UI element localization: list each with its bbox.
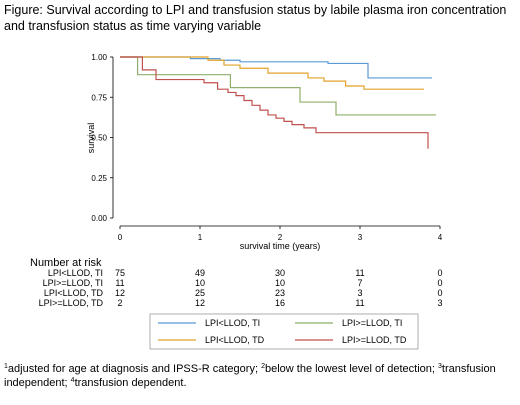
footnote-marker: 1 [4, 363, 8, 370]
legend-box [149, 313, 419, 350]
survival-curve-2 [120, 56, 436, 116]
footnote: 1adjusted for age at diagnosis and IPSS-… [4, 362, 516, 390]
risk-count: 11 [115, 278, 124, 288]
risk-count: 0 [437, 288, 442, 298]
risk-count: 2 [117, 298, 122, 308]
footnote-text: transfusion dependent. [74, 377, 187, 389]
survival-curve-4 [120, 56, 429, 149]
risk-count: 25 [195, 288, 205, 298]
risk-count: 75 [115, 268, 125, 278]
x-tick-label: 1 [198, 233, 203, 242]
survival-curve-3 [120, 56, 424, 90]
risk-count: 16 [275, 298, 285, 308]
risk-count: 12 [115, 288, 125, 298]
risk-count: 49 [195, 268, 205, 278]
risk-count: 30 [275, 268, 285, 278]
y-tick-label: 0.50 [91, 134, 107, 143]
footnote-text: adjusted for age at diagnosis and IPSS-R… [7, 363, 262, 375]
risk-count: 0 [437, 278, 442, 288]
risk-row-label: LPI>=LLOD, TD [39, 298, 104, 308]
risk-count: 23 [275, 288, 285, 298]
y-tick-label: 0.75 [91, 93, 107, 102]
x-tick-label: 3 [358, 233, 363, 242]
risk-count: 12 [195, 298, 205, 308]
risk-row-label: LPI<LLOD, TI [48, 268, 103, 278]
survival-curve-1 [120, 56, 432, 79]
chart-axes: 0.00 0.25 0.50 0.75 1.00 0 1 2 3 4 [91, 53, 442, 242]
risk-count: 7 [357, 278, 362, 288]
y-tick-label: 0.25 [91, 174, 107, 183]
x-axis-label: survival time (years) [240, 241, 321, 251]
risk-count: 10 [195, 278, 205, 288]
x-tick-label: 4 [438, 233, 443, 242]
risk-count: 0 [437, 268, 442, 278]
x-tick-label: 2 [278, 233, 283, 242]
legend-label: LPI<LLOD, TD [205, 335, 265, 345]
risk-count: 11 [355, 298, 364, 308]
y-tick-label: 1.00 [91, 53, 107, 62]
x-tick-label: 0 [118, 233, 123, 242]
legend-label: LPI>=LLOD, TI [342, 318, 402, 328]
legend-label: LPI<LLOD, TI [205, 318, 260, 328]
risk-count: 3 [437, 298, 442, 308]
risk-table-title: Number at risk [30, 257, 102, 269]
risk-count: 11 [355, 268, 364, 278]
legend: LPI<LLOD, TI LPI>=LLOD, TI LPI<LLOD, TD LPI… [149, 313, 419, 350]
risk-count: 10 [275, 278, 285, 288]
risk-row-label: LPI<LLOD, TD [44, 288, 104, 298]
y-tick-label: 0.00 [91, 214, 107, 223]
risk-row-label: LPI>=LLOD, TI [43, 278, 103, 288]
survival-curves [120, 56, 436, 149]
footnote-marker: 4 [70, 377, 75, 384]
footnote-text: transfusion independent; [4, 363, 496, 389]
figure-caption: Figure: Survival according to LPI and tr… [4, 3, 507, 33]
legend-label: LPI>=LLOD, TD [342, 335, 407, 345]
footnote-marker: 3 [438, 363, 442, 370]
footnote-text: below the lowest level of detection; [264, 363, 439, 375]
risk-count: 3 [357, 288, 362, 298]
y-axis-label: survival [86, 123, 96, 154]
footnote-marker: 2 [261, 363, 265, 370]
